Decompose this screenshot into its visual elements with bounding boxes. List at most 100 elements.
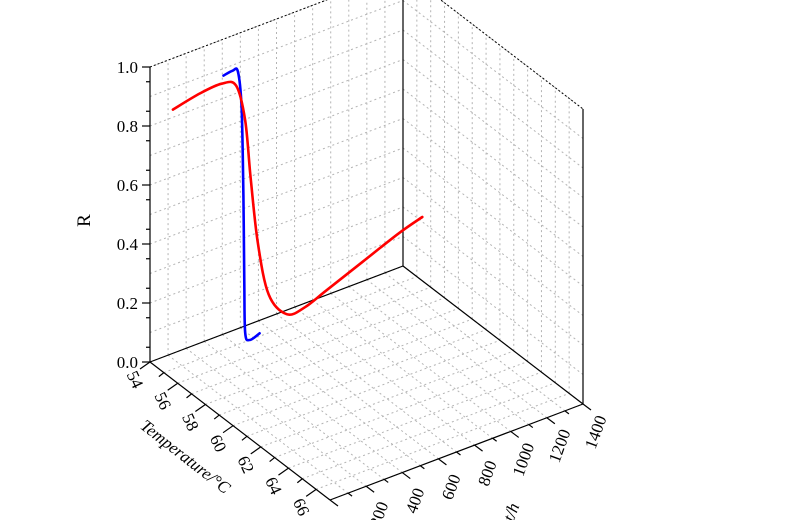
x-tick-label: 56 [150,389,174,412]
y-tick-label: 1400 [581,413,610,451]
y-minor-tick [564,410,570,415]
y-tick-label: 200 [366,499,393,520]
x-tick-label: 58 [178,410,202,433]
y-tick [582,403,592,411]
floor-grid-line [219,318,473,416]
floor-grid-line [221,334,403,473]
floor-grid-line [205,307,459,405]
left-wall-grid-line [149,29,404,127]
floor-grid-line [274,361,528,459]
x-minor-tick [158,372,165,378]
y-tick [510,430,520,438]
left-wall-grid-line [149,206,404,304]
x-tick [222,425,234,434]
x-tick [250,446,262,455]
x-minor-tick [269,457,275,463]
x-tick-label: 54 [123,368,148,392]
floor-grid-line [312,299,493,439]
x-tick-label: 64 [261,474,286,498]
x-axis-line [149,361,331,501]
y-tick-label: 600 [438,472,465,502]
floor-back-edge [149,265,404,363]
x-minor-tick [213,414,220,420]
x-minor-tick [186,393,192,399]
z-tick-label: 0.4 [117,235,139,254]
x-minor-tick [296,478,303,484]
z-tick-label: 0.8 [117,117,138,136]
floor-grid-line [163,276,418,374]
floor-grid-line [232,329,487,427]
right-wall-grid-line [402,88,584,228]
x-tick [139,361,151,370]
floor-grid-line [288,371,542,469]
floor-grid-line [246,339,501,437]
z-axis-title: R [74,214,95,227]
left-wall-grid-line [149,59,404,156]
right-wall-grid-line [402,147,584,287]
right-wall-grid-line [402,0,584,139]
y-axis-title: t/h [499,500,523,520]
right-wall-grid-line [402,29,584,169]
floor-right-edge [402,265,584,405]
floor-grid-line [177,286,431,384]
y-minor-tick [456,451,461,456]
x-tick [278,467,289,476]
y-tick [438,458,447,466]
x-tick-label: 66 [289,495,313,518]
series-lines [171,67,424,342]
floor-grid-line [294,306,475,446]
y-tick-label: 1000 [509,440,538,478]
floor-grid-line [203,341,385,480]
right-wall-grid-line [402,206,584,346]
y-tick [401,472,411,480]
series-line-0 [222,67,261,342]
left-wall-grid-line [149,177,404,274]
y-tick-label: 1200 [545,427,574,465]
left-wall-grid-line [149,118,404,215]
top-right-edge [440,0,584,110]
x-tick-label: 60 [206,432,230,455]
left-wall-grid-line [149,147,404,245]
y-minor-tick [492,437,498,442]
right-wall-grid-line [402,59,584,198]
series-line-1 [171,80,424,316]
left-wall-grid-line [149,236,404,333]
x-tick [305,488,317,497]
right-wall-grid-line [402,118,584,257]
right-wall-grid-line [402,236,584,375]
floor-grid-line [191,297,445,395]
x-minor-tick [241,435,248,441]
floor-grid-line [348,286,530,425]
y-tick-label: 400 [402,485,429,515]
x-tick [195,403,206,412]
y-minor-tick [383,478,389,483]
axis-titles: R Temperature/°C t/h [74,214,523,520]
x-tick-label: 62 [234,453,258,476]
x-tick [167,382,179,391]
y-minor-tick [347,492,353,497]
y-minor-tick [419,465,425,470]
top-left-edge [149,0,328,68]
tick-labels: 0.00.20.40.60.81.05456586062646602004006… [117,58,611,520]
floor-grid-line [260,350,514,448]
z-tick-label: 0.2 [117,294,138,313]
left-wall-grid-line [149,88,404,186]
y-tick-label: 800 [474,458,501,488]
floor-grid-line [315,392,570,490]
right-wall-grid-line [440,0,584,110]
y-tick [365,485,375,493]
y-tick [546,417,556,425]
tick-marks [139,66,592,507]
right-wall-grid-line [402,177,584,316]
z-tick-label: 1.0 [117,58,138,77]
grid-lines [149,0,584,501]
left-wall-grid-line [149,0,404,97]
y-minor-tick [528,424,534,429]
floor-grid-line [330,293,512,432]
y-tick [474,444,483,452]
y-tick [329,499,339,507]
z-tick-label: 0.6 [117,176,138,195]
z-tick-label: 0.0 [117,353,138,372]
